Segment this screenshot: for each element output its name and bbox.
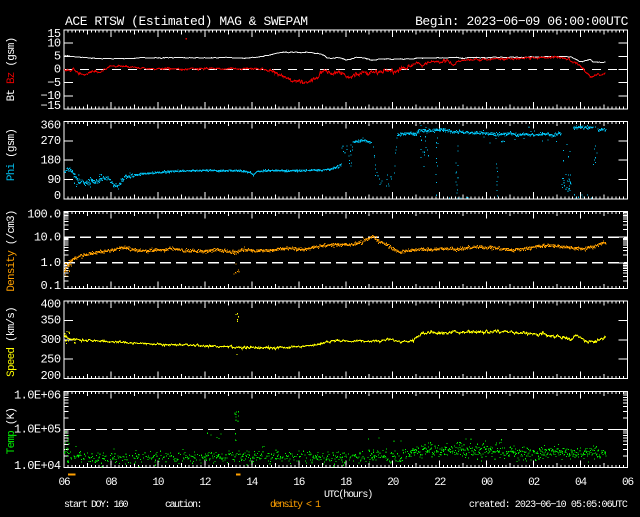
svg-text:90: 90 bbox=[47, 173, 61, 187]
svg-text:20: 20 bbox=[387, 477, 399, 489]
svg-text:Speed (km/s): Speed (km/s) bbox=[6, 307, 18, 377]
svg-text:04: 04 bbox=[575, 477, 588, 489]
svg-text:350: 350 bbox=[41, 314, 61, 328]
svg-text:0.1: 0.1 bbox=[41, 279, 61, 293]
svg-text:ACE RTSW (Estimated) MAG & SWE: ACE RTSW (Estimated) MAG & SWEPAM bbox=[65, 14, 308, 29]
svg-text:density < 1: density < 1 bbox=[270, 499, 321, 511]
svg-text:00: 00 bbox=[481, 477, 493, 489]
svg-text:Phi (gsm): Phi (gsm) bbox=[6, 129, 18, 181]
svg-text:100.0: 100.0 bbox=[27, 208, 61, 222]
svg-text:5: 5 bbox=[54, 50, 61, 64]
svg-text:Density (/cm3): Density (/cm3) bbox=[6, 210, 18, 291]
svg-text:16: 16 bbox=[293, 477, 305, 489]
svg-text:10: 10 bbox=[152, 477, 164, 489]
svg-text:Temp (K): Temp (K) bbox=[6, 408, 18, 454]
svg-text:200: 200 bbox=[41, 369, 61, 383]
svg-text:0: 0 bbox=[54, 189, 61, 203]
svg-text:250: 250 bbox=[41, 352, 61, 366]
svg-text:14: 14 bbox=[246, 477, 259, 489]
svg-text:10: 10 bbox=[47, 36, 61, 50]
svg-text:180: 180 bbox=[41, 154, 61, 168]
svg-text:−5: −5 bbox=[47, 76, 61, 90]
svg-text:06: 06 bbox=[58, 477, 70, 489]
svg-text:start DOY: 160: start DOY: 160 bbox=[64, 500, 129, 511]
svg-text:1.0E+06: 1.0E+06 bbox=[14, 389, 61, 403]
svg-text:12: 12 bbox=[199, 477, 211, 489]
svg-text:10.0: 10.0 bbox=[34, 230, 61, 244]
svg-text:15: 15 bbox=[47, 27, 61, 41]
svg-text:400: 400 bbox=[41, 298, 61, 312]
svg-text:360: 360 bbox=[41, 119, 61, 133]
svg-text:Bt Bz (gsm): Bt Bz (gsm) bbox=[6, 38, 18, 102]
svg-text:02: 02 bbox=[528, 477, 540, 489]
svg-text:−15: −15 bbox=[41, 99, 61, 113]
svg-text:22: 22 bbox=[434, 477, 446, 489]
svg-text:−10: −10 bbox=[41, 89, 61, 103]
svg-text:caution:: caution: bbox=[165, 499, 201, 511]
svg-text:0: 0 bbox=[54, 63, 61, 77]
svg-text:1.0E+04: 1.0E+04 bbox=[14, 459, 61, 473]
svg-text:18: 18 bbox=[340, 477, 352, 489]
svg-text:UTC(hours): UTC(hours) bbox=[324, 489, 372, 501]
svg-text:1.0: 1.0 bbox=[41, 256, 61, 270]
svg-text:06: 06 bbox=[622, 477, 634, 489]
svg-text:270: 270 bbox=[41, 134, 61, 148]
svg-text:Begin: 2023−06−09 06:00:00UTC: Begin: 2023−06−09 06:00:00UTC bbox=[415, 14, 629, 29]
svg-text:1.0E+05: 1.0E+05 bbox=[14, 423, 61, 437]
svg-text:300: 300 bbox=[41, 333, 61, 347]
svg-text:08: 08 bbox=[105, 477, 117, 489]
svg-text:created: 2023−06−10 05:05:06UT: created: 2023−06−10 05:05:06UTC bbox=[469, 499, 628, 511]
